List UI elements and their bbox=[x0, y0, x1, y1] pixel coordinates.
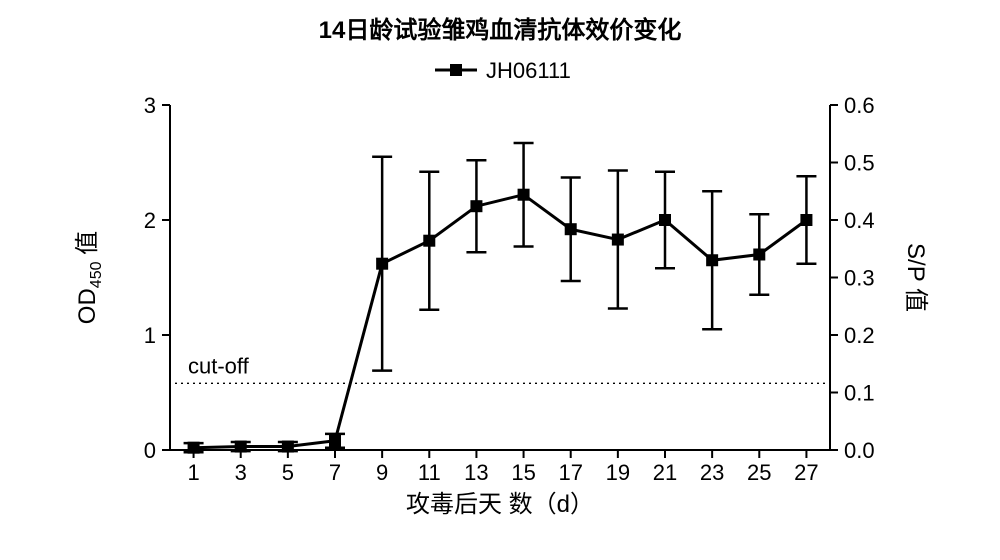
y-right-tick-label: 0.0 bbox=[844, 438, 875, 463]
series bbox=[184, 143, 817, 454]
x-tick-label: 3 bbox=[235, 460, 247, 485]
y-right-tick-label: 0.3 bbox=[844, 266, 875, 291]
cutoff-label: cut-off bbox=[188, 353, 250, 378]
data-point bbox=[800, 214, 812, 226]
y-right-axis-title: S/P 值 bbox=[902, 243, 929, 312]
chart-title: 14日龄试验雏鸡血清抗体效价变化 bbox=[319, 16, 682, 44]
data-point bbox=[612, 234, 624, 246]
chart-container: 14日龄试验雏鸡血清抗体效价变化 JH06111 cut-off OD450 值… bbox=[50, 10, 950, 540]
data-point bbox=[706, 254, 718, 266]
x-tick-label: 21 bbox=[653, 460, 677, 485]
y-left-tick-label: 2 bbox=[144, 208, 156, 233]
y-left-tick-label: 3 bbox=[144, 93, 156, 118]
legend: JH06111 bbox=[435, 58, 571, 83]
y-right-tick-label: 0.4 bbox=[844, 208, 875, 233]
y-right-tick-label: 0.1 bbox=[844, 381, 875, 406]
data-point bbox=[753, 249, 765, 261]
legend-label: JH06111 bbox=[486, 58, 571, 83]
y-left-tick-label: 1 bbox=[144, 323, 156, 348]
axes bbox=[162, 105, 838, 458]
data-point bbox=[518, 189, 530, 201]
x-tick-label: 15 bbox=[511, 460, 535, 485]
x-tick-label: 25 bbox=[747, 460, 771, 485]
data-point bbox=[376, 258, 388, 270]
y-right-tick-label: 0.2 bbox=[844, 323, 875, 348]
x-tick-label: 7 bbox=[329, 460, 341, 485]
x-tick-label: 27 bbox=[794, 460, 818, 485]
x-tick-label: 5 bbox=[282, 460, 294, 485]
x-tick-label: 23 bbox=[700, 460, 724, 485]
y-left-axis-title: OD450 值 bbox=[74, 231, 105, 324]
y-right-tick-label: 0.5 bbox=[844, 151, 875, 176]
data-point bbox=[423, 235, 435, 247]
x-tick-label: 11 bbox=[418, 460, 441, 485]
tick-labels: 01230.00.10.20.30.40.50.6135791113151719… bbox=[144, 93, 875, 485]
x-tick-label: 9 bbox=[376, 460, 388, 485]
y-right-tick-label: 0.6 bbox=[844, 93, 875, 118]
chart-svg: 14日龄试验雏鸡血清抗体效价变化 JH06111 cut-off OD450 值… bbox=[50, 10, 950, 540]
y-left-tick-label: 0 bbox=[144, 438, 156, 463]
data-point bbox=[188, 442, 200, 454]
x-tick-label: 13 bbox=[464, 460, 488, 485]
data-point bbox=[565, 223, 577, 235]
data-point bbox=[282, 441, 294, 453]
data-point bbox=[470, 200, 482, 212]
data-point bbox=[235, 441, 247, 453]
x-tick-label: 1 bbox=[187, 460, 199, 485]
data-point bbox=[329, 435, 341, 447]
x-tick-label: 19 bbox=[606, 460, 630, 485]
data-point bbox=[659, 214, 671, 226]
x-axis-title: 攻毒后天 数（d） bbox=[406, 491, 594, 518]
x-tick-label: 17 bbox=[558, 460, 582, 485]
svg-text:OD450 值: OD450 值 bbox=[74, 231, 105, 324]
